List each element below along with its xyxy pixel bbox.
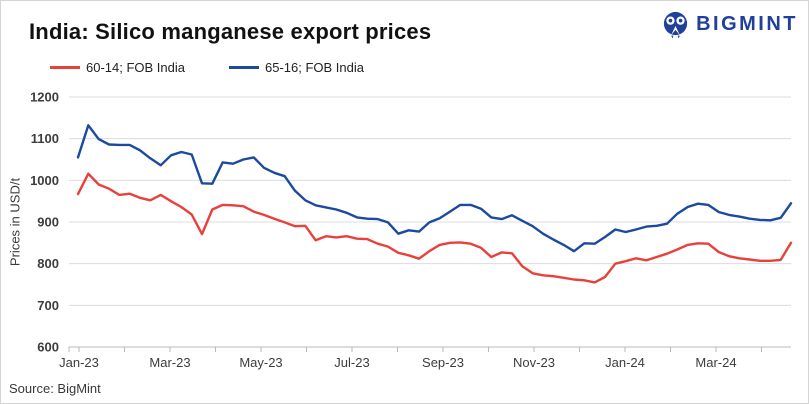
y-tick-label: 1200: [30, 90, 59, 105]
x-tick-label: Jul-23: [334, 355, 369, 370]
legend-label: 60-14; FOB India: [86, 60, 185, 75]
bigmint-logo-icon: [663, 11, 688, 39]
y-tick-label: 900: [37, 215, 59, 230]
x-tick-label: Mar-24: [695, 355, 736, 370]
page-title: India: Silico manganese export prices: [29, 19, 432, 44]
legend-swatch-red: [50, 66, 80, 69]
series-line-65-16: [76, 124, 793, 253]
x-tick-label: Jan-24: [605, 355, 645, 370]
bigmint-logo: BIGMINT: [661, 10, 798, 39]
legend-swatch-blue: [229, 66, 259, 69]
y-tick-label: 700: [37, 298, 59, 313]
bigmint-logo-text: BIGMINT: [696, 13, 798, 35]
y-tick-label: 600: [37, 340, 59, 355]
y-tick-label: 1100: [31, 131, 59, 146]
y-tick-label: 800: [37, 256, 59, 271]
x-tick-label: Sep-23: [422, 355, 464, 370]
x-tick-label: Jan-23: [59, 355, 99, 370]
x-tick-label: May-23: [239, 355, 282, 370]
source-note: Source: BigMint: [9, 381, 101, 396]
chart-legend: 60-14; FOB India 65-16; FOB India: [50, 60, 364, 75]
series-line-60-14: [76, 172, 793, 284]
legend-item-65-16: 65-16; FOB India: [229, 60, 364, 75]
x-tick-label: Mar-23: [149, 355, 190, 370]
x-tick-label: Nov-23: [513, 355, 555, 370]
legend-label: 65-16; FOB India: [265, 60, 364, 75]
legend-item-60-14: 60-14; FOB India: [50, 60, 185, 75]
y-tick-label: 1000: [30, 173, 59, 188]
